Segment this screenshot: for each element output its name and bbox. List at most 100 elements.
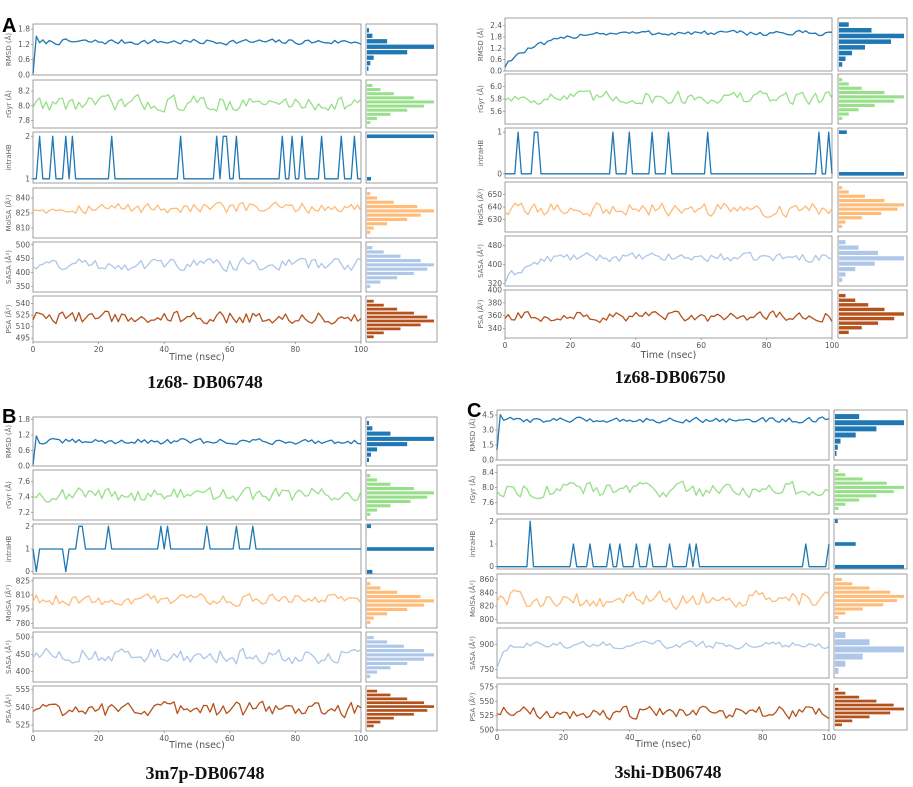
hist-bar — [367, 335, 374, 339]
series-line — [32, 435, 362, 465]
hist-frame — [833, 627, 908, 679]
hist-bar — [367, 442, 408, 447]
plot-frame — [496, 683, 830, 731]
subplot-0: 0.0 0.6 1.2 1.8 2.4 RMSD (Å) — [476, 17, 908, 76]
hist-bar — [367, 217, 408, 221]
hist-bar — [839, 116, 843, 120]
y-tick-label: 810 — [16, 590, 31, 599]
hist-bar — [839, 95, 904, 99]
x-axis-label: Time (nsec) — [168, 740, 225, 751]
hist-bar — [839, 256, 904, 261]
hist-bar — [367, 319, 434, 323]
hist-bar — [367, 327, 401, 331]
hist-bar — [367, 487, 414, 491]
hist-bar — [835, 420, 904, 426]
plot-frame — [504, 235, 833, 287]
plot-frame — [32, 631, 362, 683]
hist-bar — [367, 431, 391, 436]
hist-bar — [839, 82, 849, 86]
hist-bar — [839, 224, 843, 228]
series-line — [32, 486, 362, 503]
y-axis-label: intraHB — [5, 536, 13, 563]
hist-bar — [839, 28, 872, 33]
hist-bar — [367, 92, 394, 96]
x-tick-label: 40 — [159, 345, 169, 354]
hist-bar — [835, 611, 846, 615]
hist-bar — [367, 712, 414, 716]
hist-bar — [367, 508, 378, 512]
y-tick-label: 0.0 — [18, 71, 30, 80]
hist-bar — [367, 303, 384, 307]
y-tick-label: 5.8 — [490, 95, 502, 104]
y-tick-label: 630 — [488, 215, 503, 224]
hist-frame — [365, 241, 438, 293]
hist-frame — [837, 17, 908, 72]
figure-caption: 3m7p-DB06748 — [145, 763, 264, 783]
hist-bar — [839, 39, 891, 44]
y-tick-label: 450 — [16, 254, 31, 263]
hist-bar — [835, 586, 870, 590]
y-tick-label: 825 — [16, 576, 31, 585]
hist-frame — [837, 181, 908, 233]
hist-bar — [367, 96, 414, 100]
chart-panel-3: C 0.0 1.5 3.0 4.5 RMSD (Å) 7.6 8.0 8.4 rGyr (Å) 0 1… — [467, 400, 908, 782]
y-tick-label: 320 — [488, 279, 503, 288]
y-tick-label: 0.6 — [490, 55, 502, 64]
hist-bar — [367, 112, 391, 116]
hist-bar — [839, 203, 904, 207]
series-line — [32, 525, 361, 573]
y-axis-label: rGyr (Å) — [468, 475, 477, 503]
hist-frame — [837, 235, 908, 287]
hist-bar — [367, 226, 374, 230]
hist-bar — [367, 504, 391, 508]
hist-bar — [835, 639, 870, 646]
y-tick-label: 820 — [480, 602, 495, 611]
y-tick-label: 1.8 — [18, 25, 30, 34]
hist-bar — [835, 711, 891, 715]
hist-bar — [367, 50, 408, 55]
hist-bar — [839, 261, 875, 266]
hist-bar — [367, 674, 371, 678]
y-tick-label: 860 — [480, 575, 495, 584]
hist-bar — [367, 280, 381, 284]
hist-bar — [367, 569, 373, 574]
hist-bar — [367, 657, 424, 661]
hist-bar — [367, 284, 371, 288]
hist-bar — [839, 103, 875, 107]
y-axis-label: PSA (Å²) — [468, 692, 477, 721]
y-tick-label: 510 — [16, 322, 31, 331]
series-line — [32, 700, 362, 719]
figure-caption: 1z68- DB06748 — [147, 372, 263, 392]
hist-bar — [367, 134, 434, 139]
y-axis-label: RMSD (Å) — [468, 418, 477, 451]
hist-bar — [835, 426, 877, 432]
hist-bar — [367, 649, 424, 653]
hist-frame — [365, 416, 438, 467]
hist-bar — [835, 707, 904, 711]
hist-bar — [367, 474, 371, 478]
hist-bar — [367, 213, 421, 217]
y-tick-label: 400 — [16, 268, 31, 277]
series-line — [32, 201, 362, 215]
hist-bar — [839, 211, 882, 215]
hist-bar — [839, 86, 862, 90]
hist-bar — [839, 216, 862, 220]
subplot-2: 1 2 intraHB — [5, 131, 438, 184]
hist-bar — [839, 194, 865, 198]
hist-bar — [839, 190, 849, 194]
y-tick-label: 1 — [25, 545, 30, 554]
hist-bar — [367, 323, 421, 327]
x-tick-label: 80 — [291, 734, 301, 743]
hist-bar — [839, 240, 846, 245]
hist-bar — [835, 469, 839, 473]
y-tick-label: 495 — [16, 334, 31, 343]
y-tick-label: 525 — [16, 311, 31, 320]
hist-bar — [367, 254, 401, 258]
y-axis-label: intraHB — [469, 531, 477, 558]
series-line — [32, 310, 362, 325]
x-tick-label: 100 — [354, 345, 369, 354]
hist-bar — [367, 230, 371, 234]
y-tick-label: 0 — [489, 562, 494, 571]
